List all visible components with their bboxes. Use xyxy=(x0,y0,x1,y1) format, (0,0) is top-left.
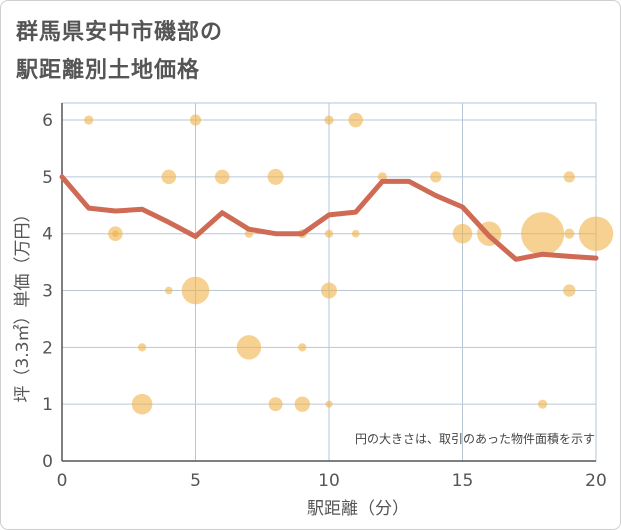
scatter-point xyxy=(538,399,548,409)
y-tick-label: 5 xyxy=(42,168,53,188)
scatter-point xyxy=(430,171,442,183)
size-note: 円の大きさは、取引のあった物件面積を示す xyxy=(355,431,595,446)
scatter-point xyxy=(189,114,202,126)
tick-labels: 0 5 10 15 20 0 1 2 3 4 5 6 xyxy=(42,111,607,491)
scatter-point xyxy=(164,286,173,295)
x-tick-label: 5 xyxy=(190,471,201,491)
scatter-point xyxy=(563,171,575,183)
scatter-point xyxy=(84,115,94,125)
scatter-point xyxy=(324,229,334,238)
y-tick-label: 4 xyxy=(42,225,53,245)
y-tick-label: 3 xyxy=(42,282,53,302)
y-tick-label: 6 xyxy=(42,111,53,131)
y-tick-label: 0 xyxy=(42,452,53,472)
scatter-point xyxy=(267,168,284,185)
x-tick-label: 10 xyxy=(318,471,340,491)
chart-title-line1: 群馬県安中市磯部の xyxy=(16,20,224,45)
x-axis-label: 駅距離（分） xyxy=(307,499,409,519)
y-axis-label: 坪（3.3㎡）単価（万円） xyxy=(13,205,33,402)
scatter-point xyxy=(236,335,262,360)
scatter-point xyxy=(214,169,230,185)
x-tick-label: 20 xyxy=(585,471,607,491)
scatter-point xyxy=(348,112,363,128)
scatter-point xyxy=(521,212,565,256)
scatter-point xyxy=(564,228,575,239)
y-tick-label: 1 xyxy=(42,395,53,415)
scatter-point xyxy=(298,343,307,352)
scatter-point xyxy=(351,229,360,238)
bubble-layer xyxy=(84,112,614,415)
scatter-point xyxy=(112,230,119,237)
scatter-point xyxy=(452,223,473,244)
scatter-point xyxy=(137,343,147,352)
scatter-point xyxy=(161,169,177,185)
average-line-layer xyxy=(59,174,599,262)
series-line xyxy=(59,174,599,262)
x-tick-label: 15 xyxy=(452,471,474,491)
scatter-point xyxy=(578,216,614,251)
scatter-point xyxy=(181,276,210,305)
chart-title-line2: 駅距離別土地価格 xyxy=(16,58,201,83)
x-tick-label: 0 xyxy=(57,471,68,491)
scatter-point xyxy=(321,282,337,299)
scatter-point xyxy=(324,115,334,125)
scatter-point xyxy=(563,284,576,297)
scatter-point xyxy=(325,400,333,408)
scatter-point xyxy=(268,397,283,412)
y-tick-label: 2 xyxy=(42,338,53,358)
scatter-point xyxy=(131,393,153,415)
scatter-point xyxy=(294,396,310,412)
